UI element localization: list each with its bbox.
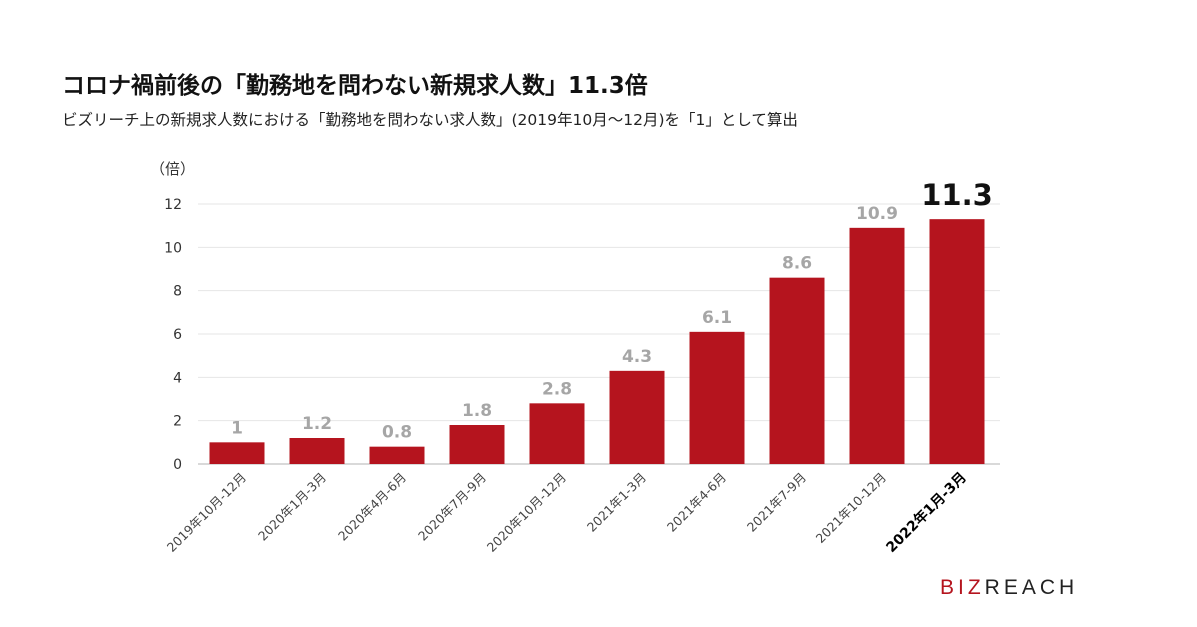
data-label: 0.8 <box>382 423 412 443</box>
y-tick-label: 4 <box>173 370 182 386</box>
x-tick-label: 2020年1月-3月 <box>255 470 329 544</box>
logo-part-2: REACH <box>984 576 1079 599</box>
logo-part-1: BIZ <box>940 576 985 599</box>
data-label: 1.2 <box>302 414 332 434</box>
y-axis-label: （倍） <box>150 160 195 178</box>
bizreach-logo: BIZREACH <box>940 576 1078 600</box>
y-tick-label: 2 <box>173 414 182 430</box>
bar <box>289 438 345 464</box>
y-tick-label: 10 <box>164 240 182 256</box>
bar <box>369 446 425 464</box>
x-tick-label: 2021年10-12月 <box>813 470 889 546</box>
data-label: 6.1 <box>702 308 732 328</box>
chart-title: コロナ禍前後の「勤務地を問わない新規求人数」11.3倍 <box>62 73 648 99</box>
x-tick-label: 2020年10月-12月 <box>484 470 569 555</box>
y-tick-label: 6 <box>173 327 182 343</box>
bar <box>849 227 905 464</box>
bar <box>929 219 985 464</box>
data-label: 1.8 <box>462 401 492 421</box>
bar <box>529 403 585 464</box>
y-tick-label: 12 <box>164 197 182 213</box>
data-label: 2.8 <box>542 379 572 399</box>
x-tick-label: 2021年4-6月 <box>664 470 729 535</box>
x-tick-label: 2022年1月-3月 <box>883 469 970 556</box>
x-tick-label: 2020年7月-9月 <box>415 470 489 544</box>
bar <box>209 442 265 464</box>
y-tick-label: 0 <box>173 457 182 473</box>
bar <box>689 331 745 464</box>
data-label: 10.9 <box>856 204 898 224</box>
bar <box>769 277 825 464</box>
x-tick-label: 2019年10月-12月 <box>164 470 249 555</box>
data-label: 4.3 <box>622 347 652 367</box>
data-label: 11.3 <box>921 178 993 212</box>
bar <box>609 370 665 464</box>
x-tick-label: 2021年7-9月 <box>744 470 809 535</box>
data-label: 8.6 <box>782 254 812 274</box>
data-label: 1 <box>231 418 243 438</box>
x-tick-label: 2020年4月-6月 <box>335 470 409 544</box>
x-tick-label: 2021年1-3月 <box>584 470 649 535</box>
y-tick-label: 8 <box>173 284 182 300</box>
chart-subtitle: ビズリーチ上の新規求人数における「勤務地を問わない求人数」(2019年10月～1… <box>62 111 798 129</box>
bar <box>449 425 505 464</box>
